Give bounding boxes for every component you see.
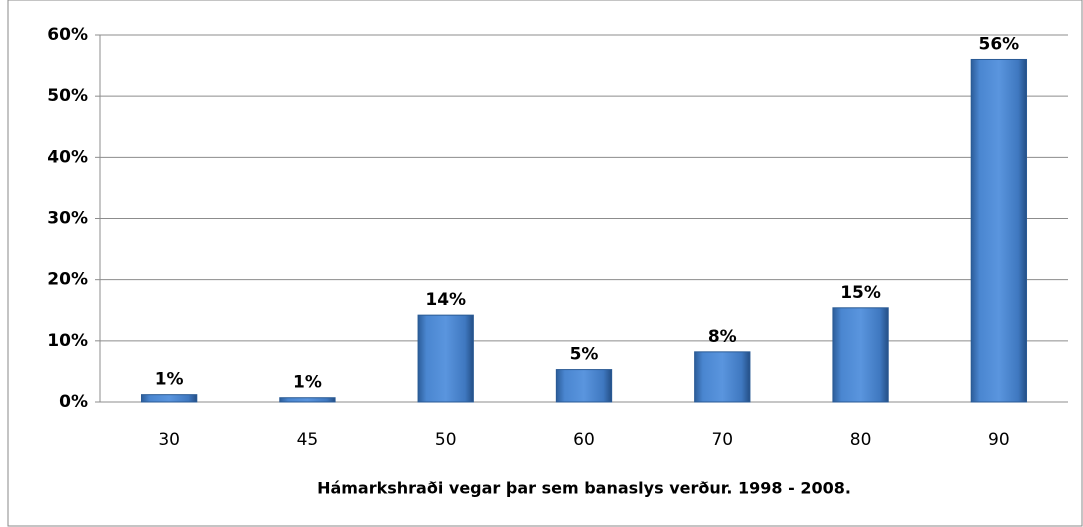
- y-tick-label: 10%: [47, 331, 88, 351]
- x-tick-label: 60: [573, 430, 595, 450]
- x-tick-label: 70: [711, 430, 733, 450]
- bar: [555, 369, 613, 403]
- bar: [970, 58, 1028, 403]
- x-axis-title: Hámarkshraði vegar þar sem banaslys verð…: [317, 479, 851, 498]
- y-tick-label: 40%: [47, 147, 88, 167]
- y-tick-label: 20%: [47, 270, 88, 290]
- x-tick-label: 45: [297, 430, 319, 450]
- value-label: 1%: [155, 370, 184, 390]
- y-tick-label: 0%: [59, 392, 88, 412]
- value-label: 56%: [979, 34, 1020, 54]
- y-tick-label: 50%: [47, 86, 88, 106]
- value-label: 5%: [570, 345, 599, 365]
- x-tick-label: 80: [850, 430, 872, 450]
- y-tick-label: 30%: [47, 209, 88, 229]
- chart-frame: [7, 0, 1083, 527]
- x-tick-label: 90: [988, 430, 1010, 450]
- bar: [140, 394, 198, 403]
- bar: [279, 397, 336, 403]
- value-label: 14%: [425, 290, 466, 310]
- y-tick-label: 60%: [47, 25, 88, 45]
- bar: [417, 314, 474, 403]
- value-label: 1%: [293, 373, 322, 393]
- bar: [832, 307, 889, 403]
- x-tick-label: 30: [158, 430, 180, 450]
- value-label: 8%: [708, 327, 737, 347]
- value-label: 15%: [840, 283, 881, 303]
- x-tick-label: 50: [435, 430, 457, 450]
- bar: [694, 351, 751, 403]
